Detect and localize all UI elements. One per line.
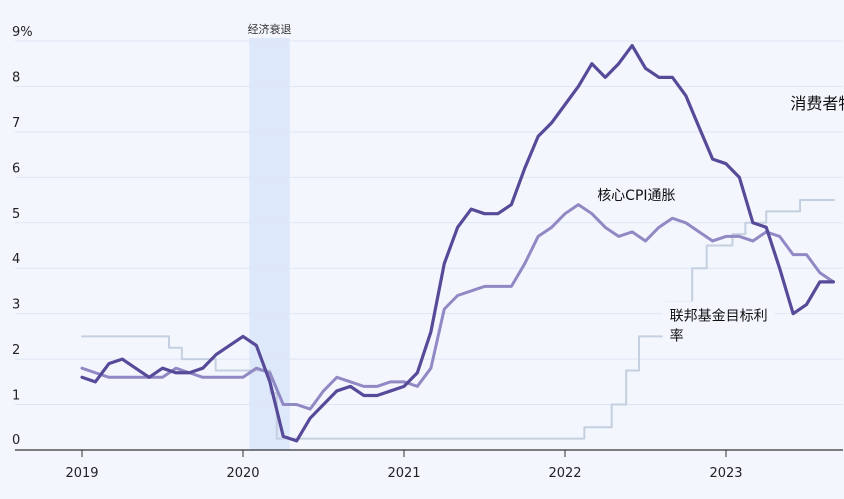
y-tick-label: 1 [12,389,20,404]
x-tick-label: 2019 [65,466,98,481]
recession-label: 经济衰退 [248,22,292,36]
gridlines [15,40,843,406]
y-tick-label: 8 [12,70,20,85]
y-tick-label: 6 [12,161,20,176]
y-tick-label: 9% [12,25,33,40]
series-line-2 [81,199,835,440]
y-tick-label: 7 [12,116,20,131]
x-tick-label: 2023 [709,466,742,481]
x-tick-label: 2020 [226,466,259,481]
series-label: 联邦基金目标利率 [670,307,768,344]
series-labels: 消费者物价指数核心CPI通胀联邦基金目标利率 [590,88,844,350]
series-line-0 [80,43,835,443]
series-lines [80,43,835,443]
series-label-bg [783,88,844,117]
series-label-bg [662,301,775,350]
x-tick-label: 2022 [548,466,581,481]
x-tick-label: 2021 [387,466,420,481]
y-tick-label: 3 [12,298,20,313]
series-label: 消费者物价指数 [790,94,844,113]
y-tick-label: 0 [12,433,20,448]
y-tick-label: 2 [12,343,20,358]
axes: 0 1 2 3 4 5 6 7 8 9% 2019 2020 2021 2022 2023 [12,25,843,481]
series-line-1 [80,203,835,411]
series-label-bg [590,181,703,210]
y-tick-label: 4 [12,252,20,267]
series-label: 核心CPI通胀 [597,188,675,204]
y-tick-label: 5 [12,207,20,222]
